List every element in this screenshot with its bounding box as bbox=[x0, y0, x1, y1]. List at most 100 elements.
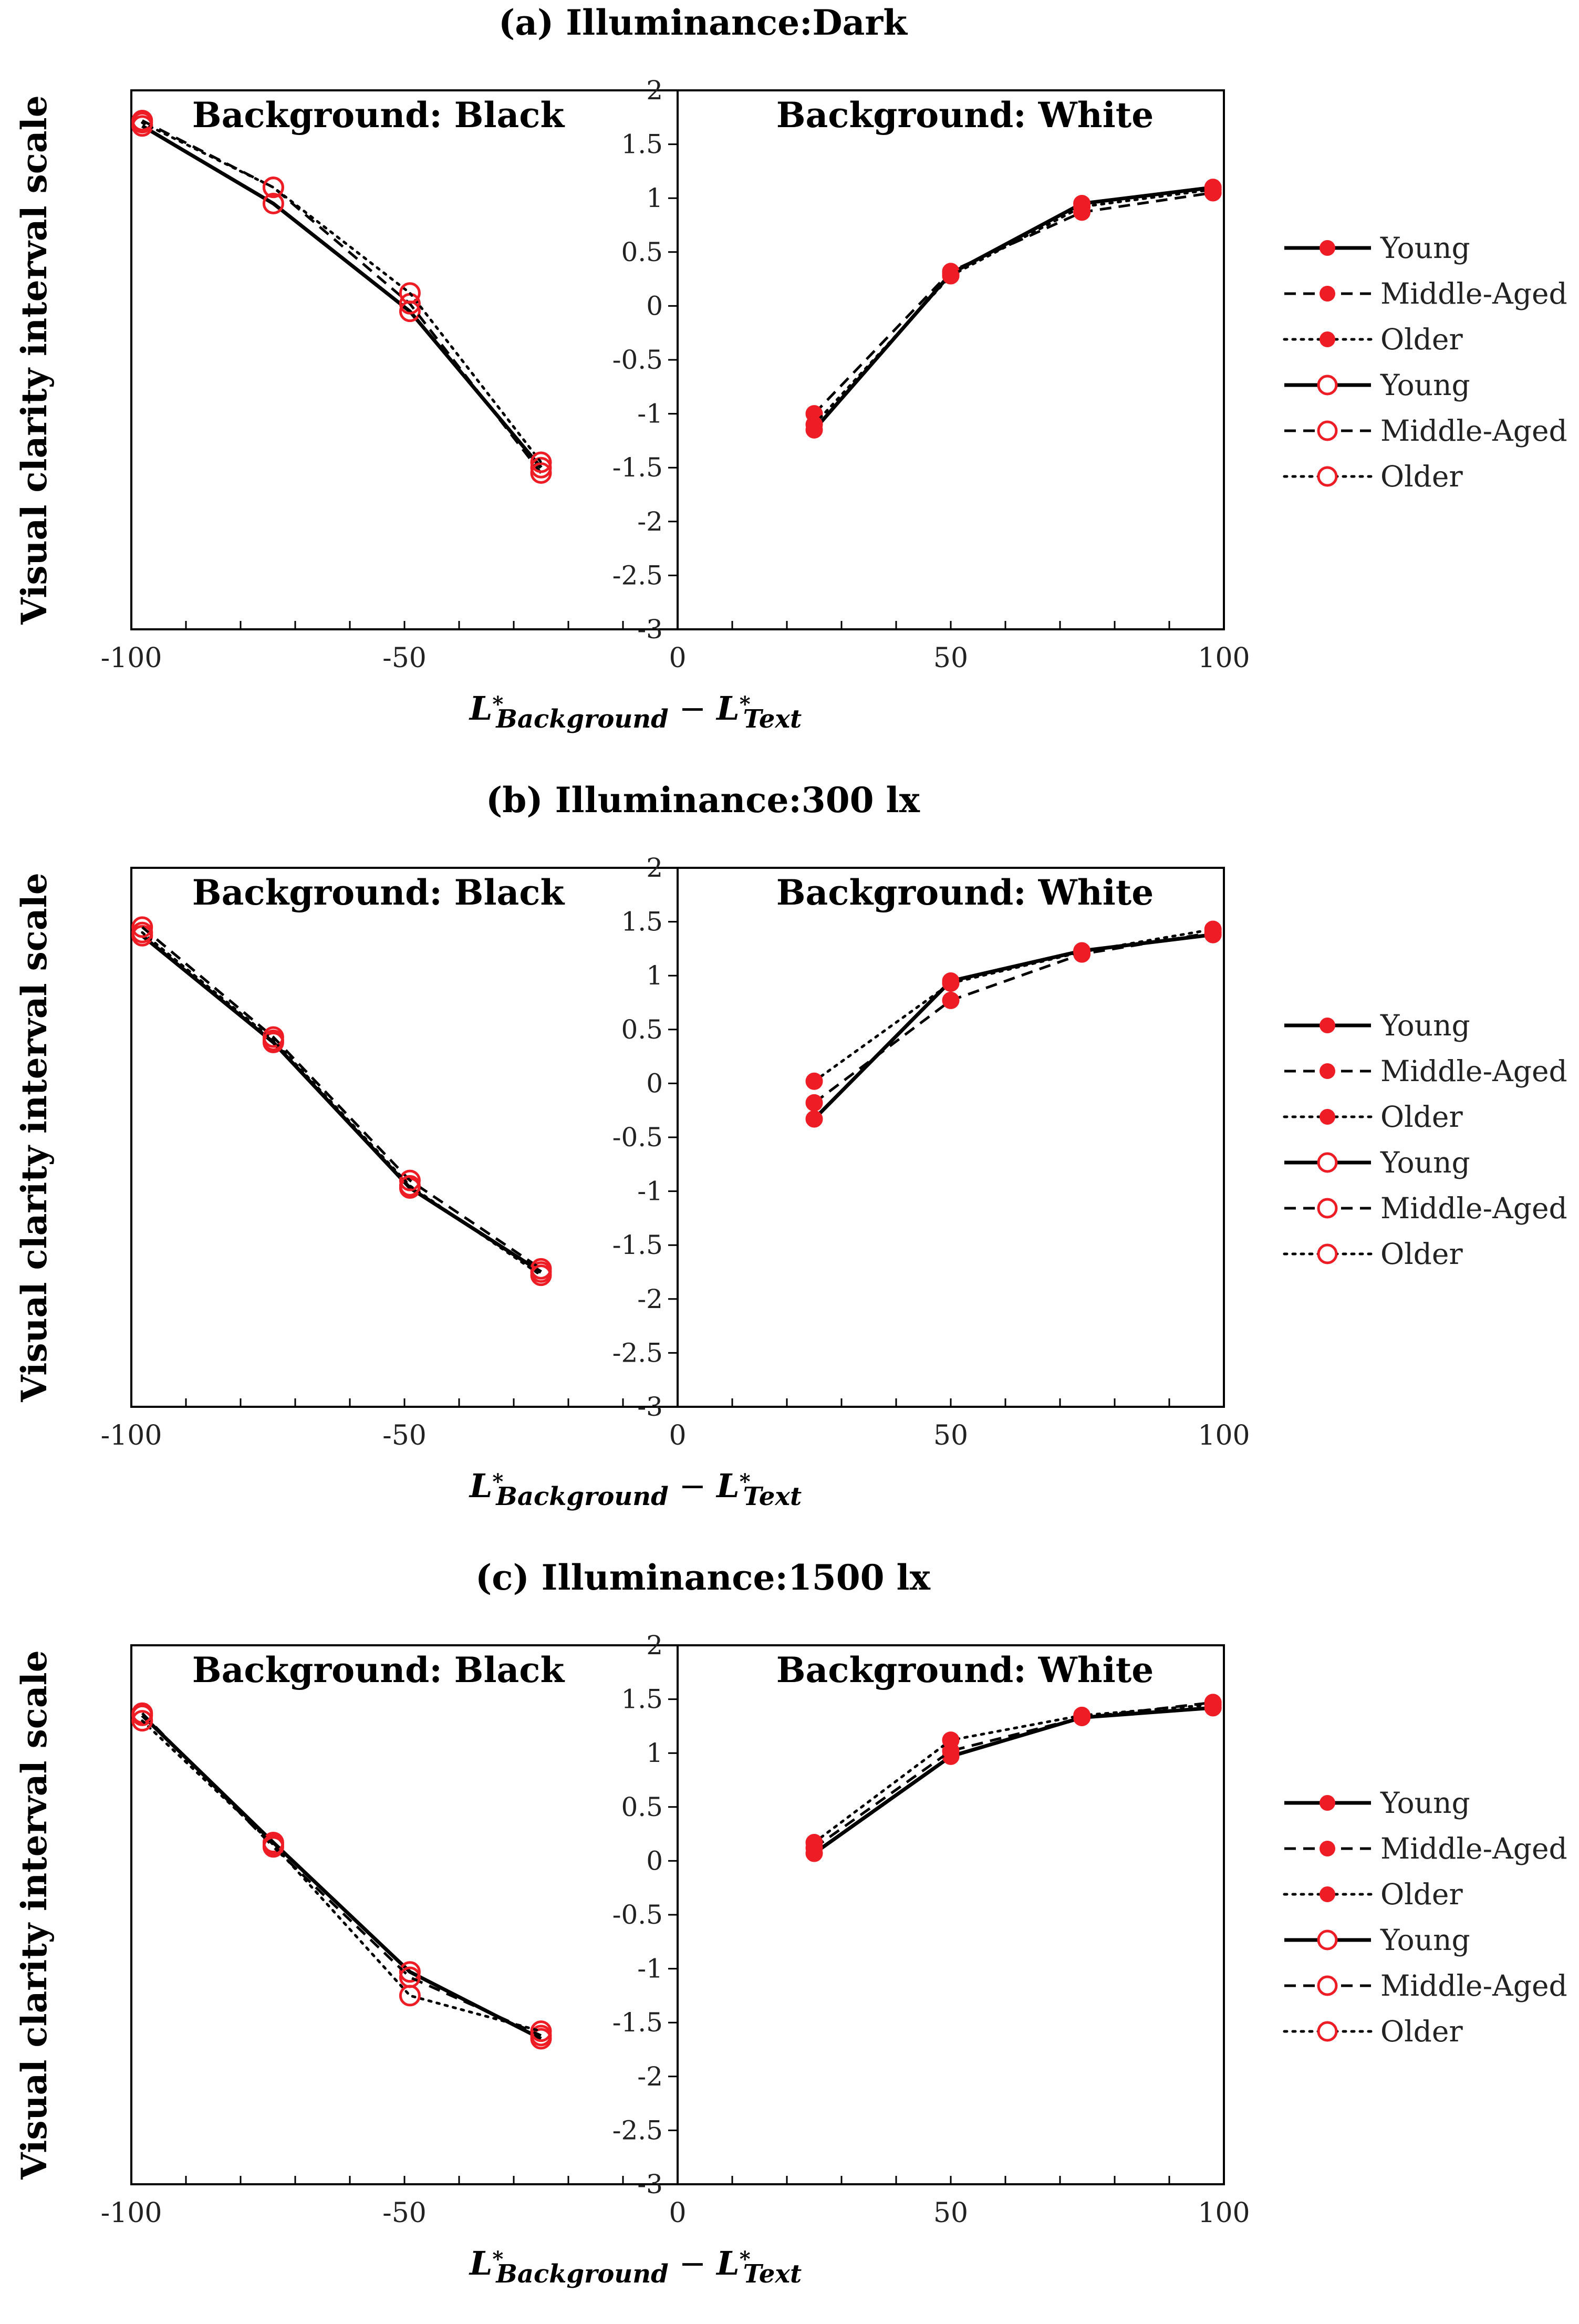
data-point bbox=[1073, 1706, 1091, 1724]
x-axis-label-part: L bbox=[469, 689, 493, 728]
legend-label: Young bbox=[1380, 1923, 1470, 1957]
x-tick-label: 50 bbox=[933, 2197, 968, 2229]
legend-marker bbox=[1317, 1929, 1338, 1950]
x-axis-label-part: Text bbox=[743, 704, 802, 734]
y-tick-label: -2.5 bbox=[612, 560, 663, 590]
x-axis-label-part: L bbox=[715, 1467, 740, 1505]
panel-label-white: Background: White bbox=[776, 95, 1154, 136]
series-black-young bbox=[131, 925, 552, 1283]
data-point bbox=[942, 1731, 960, 1749]
y-tick-label: -0.5 bbox=[612, 1900, 663, 1930]
y-tick-label: -0.5 bbox=[612, 345, 663, 375]
series-line bbox=[141, 121, 543, 464]
legend-label: Young bbox=[1380, 368, 1470, 402]
y-tick-label: 2 bbox=[646, 853, 663, 883]
chart-title: (c) Illuminance:1500 lx bbox=[475, 1557, 931, 1598]
x-axis-label-part: L bbox=[469, 2244, 493, 2282]
legend-label: Young bbox=[1380, 1009, 1470, 1042]
x-axis-label: L* Background − L* Text bbox=[469, 689, 802, 734]
y-tick-label: 1 bbox=[646, 960, 663, 991]
panel-label-black: Background: Black bbox=[192, 1649, 565, 1690]
y-tick-label: 2 bbox=[646, 1630, 663, 1661]
x-tick-label: 100 bbox=[1198, 2197, 1250, 2229]
data-point bbox=[131, 1710, 153, 1732]
data-point bbox=[530, 462, 552, 484]
data-point bbox=[262, 177, 284, 199]
series-black-middle-aged bbox=[131, 109, 552, 484]
x-tick-label: 50 bbox=[933, 1420, 968, 1451]
y-tick-label: 0 bbox=[646, 290, 663, 321]
y-axis-label: Visual clarity interval scale bbox=[14, 873, 55, 1402]
series-line bbox=[813, 1701, 1213, 1849]
series-white-older bbox=[805, 181, 1222, 433]
x-axis-label-part: L bbox=[469, 1467, 493, 1505]
legend-marker bbox=[1320, 240, 1335, 256]
legend-marker bbox=[1320, 1063, 1335, 1079]
x-axis-label-part: Background bbox=[495, 2259, 668, 2289]
data-point bbox=[530, 2020, 552, 2042]
legend-label: Older bbox=[1380, 1237, 1463, 1271]
series-black-middle-aged bbox=[131, 916, 552, 1280]
data-point bbox=[530, 456, 552, 479]
series-line bbox=[813, 191, 1213, 415]
y-tick-label: 0.5 bbox=[621, 1014, 663, 1045]
legend-marker bbox=[1320, 1109, 1335, 1125]
y-tick-label: -2.5 bbox=[612, 1337, 663, 1368]
series-line bbox=[141, 934, 542, 1274]
series-line bbox=[813, 1703, 1214, 1844]
x-axis-label-part: L bbox=[715, 689, 740, 728]
x-tick-label: -100 bbox=[101, 642, 162, 674]
panel-label-black: Background: Black bbox=[192, 95, 565, 136]
legend-label: Older bbox=[1380, 460, 1463, 493]
legend-marker bbox=[1320, 1886, 1335, 1902]
series-black-older bbox=[131, 921, 552, 1286]
x-axis-label-part: − bbox=[669, 1467, 716, 1505]
series-line bbox=[813, 931, 1213, 1104]
series-line bbox=[141, 1719, 543, 2033]
data-point bbox=[942, 974, 960, 992]
legend-label: Older bbox=[1380, 1100, 1463, 1134]
x-axis-label-part: * bbox=[492, 692, 503, 717]
legend-marker bbox=[1317, 1243, 1338, 1264]
x-axis-label-part: * bbox=[740, 692, 751, 717]
legend-marker bbox=[1317, 1152, 1338, 1173]
legend: Young Middle-Aged Older Young Middle-Aged Old… bbox=[1283, 1786, 1567, 2048]
legend-marker bbox=[1317, 2021, 1338, 2042]
x-axis-label-part: L bbox=[715, 2244, 740, 2282]
series-white-young bbox=[805, 179, 1222, 439]
chart-c: (c) Illuminance:1500 lx Visual clarity in… bbox=[14, 1557, 1567, 2289]
x-axis-label-part: Background bbox=[495, 1482, 668, 1511]
chart-title: (b) Illuminance:300 lx bbox=[486, 780, 920, 821]
legend-label: Middle-Aged bbox=[1380, 1054, 1567, 1088]
y-tick-label: 0.5 bbox=[621, 237, 663, 267]
series-black-middle-aged bbox=[131, 1702, 552, 2047]
y-tick-label: -3 bbox=[637, 2169, 663, 2200]
data-point bbox=[1073, 198, 1091, 216]
y-tick-label: 1 bbox=[646, 1738, 663, 1768]
series-white-middle-aged bbox=[805, 184, 1222, 423]
y-tick-label: 2 bbox=[646, 75, 663, 106]
legend-marker bbox=[1317, 1975, 1338, 1996]
series-white-older bbox=[805, 920, 1222, 1090]
series-black-older bbox=[131, 1710, 552, 2042]
y-axis-label: Visual clarity interval scale bbox=[14, 95, 55, 625]
series-white-older bbox=[805, 1696, 1222, 1852]
data-point bbox=[942, 991, 960, 1009]
chart-a: (a) Illuminance:Dark Visual clarity inter… bbox=[14, 2, 1567, 734]
data-point bbox=[399, 1985, 421, 2007]
x-tick-label: 0 bbox=[669, 2197, 686, 2229]
y-tick-label: 1.5 bbox=[621, 907, 663, 937]
y-tick-label: -1.5 bbox=[612, 1230, 663, 1260]
legend: Young Middle-Aged Older Young Middle-Aged Old… bbox=[1283, 231, 1567, 493]
legend-marker bbox=[1317, 375, 1338, 396]
y-tick-label: -1 bbox=[637, 1176, 663, 1207]
series-white-young bbox=[805, 1699, 1222, 1862]
series-line bbox=[141, 124, 543, 469]
y-tick-label: -2 bbox=[637, 506, 663, 537]
panel-label-white: Background: White bbox=[776, 1649, 1154, 1690]
series-line bbox=[141, 119, 542, 474]
series-black-young bbox=[131, 1704, 552, 2050]
data-point bbox=[399, 1961, 421, 1983]
legend-marker bbox=[1320, 286, 1335, 302]
